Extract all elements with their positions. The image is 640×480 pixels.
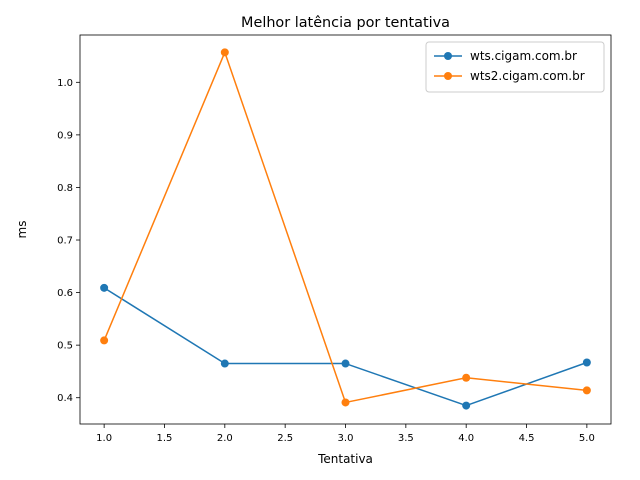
data-point-series-1 bbox=[582, 358, 591, 367]
x-tick-label: 3.5 bbox=[398, 433, 414, 444]
x-tick-label: 2.0 bbox=[217, 433, 233, 444]
legend-label-series-1: wts.cigam.com.br bbox=[470, 49, 577, 63]
data-point-series-2 bbox=[462, 373, 471, 382]
legend-label-series-2: wts2.cigam.com.br bbox=[470, 69, 585, 83]
x-tick-label: 4.5 bbox=[519, 433, 535, 444]
axes: 1.0 1.5 2.0 2.5 3.0 3.5 4.0 4.5 5.0 0.4 0.5 0.6 0.7 0… bbox=[57, 34, 612, 444]
y-tick-label: 0.5 bbox=[57, 341, 73, 352]
x-tick-label: 5.0 bbox=[579, 433, 595, 444]
legend: wts.cigam.com.br wts2.cigam.com.br bbox=[425, 41, 605, 93]
chart-title: Melhor latência por tentativa bbox=[241, 15, 450, 31]
data-point-series-2 bbox=[341, 398, 350, 407]
y-tick-label: 0.8 bbox=[57, 183, 73, 194]
plot-area bbox=[100, 48, 591, 410]
y-tick-label: 0.7 bbox=[57, 236, 73, 247]
legend-marker-series-1 bbox=[444, 52, 452, 60]
data-point-series-2 bbox=[220, 48, 229, 57]
x-tick-label: 3.0 bbox=[338, 433, 354, 444]
data-point-series-1 bbox=[100, 283, 109, 292]
data-point-series-1 bbox=[341, 359, 350, 368]
y-tick-label: 0.4 bbox=[57, 393, 73, 404]
x-tick-label: 1.0 bbox=[96, 433, 112, 444]
x-tick-label: 4.0 bbox=[458, 433, 474, 444]
data-point-series-2 bbox=[582, 386, 591, 395]
data-point-series-2 bbox=[100, 336, 109, 345]
y-tick-label: 1.0 bbox=[57, 78, 73, 89]
y-tick-label: 0.6 bbox=[57, 288, 73, 299]
data-point-series-1 bbox=[220, 359, 229, 368]
legend-marker-series-2 bbox=[444, 72, 452, 80]
y-axis-label: ms bbox=[15, 221, 29, 239]
x-tick-label: 2.5 bbox=[277, 433, 293, 444]
x-tick-label: 1.5 bbox=[157, 433, 173, 444]
legend-box bbox=[425, 41, 605, 93]
data-point-series-1 bbox=[462, 401, 471, 410]
y-tick-label: 0.9 bbox=[57, 130, 73, 141]
x-axis-label: Tentativa bbox=[317, 452, 373, 466]
